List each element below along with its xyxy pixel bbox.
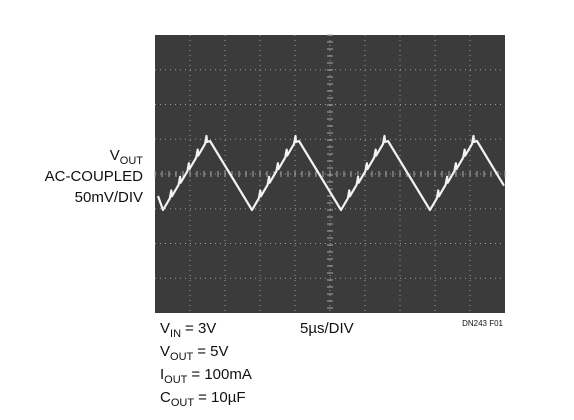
- horizontal-scale: 5µs/DIV: [300, 320, 354, 337]
- condition-subscript: OUT: [171, 397, 195, 409]
- condition-value: = 100mA: [191, 366, 251, 383]
- y-label-symbol: V: [110, 147, 120, 164]
- condition-symbol: I: [160, 366, 164, 383]
- condition-value: = 10µF: [198, 389, 245, 406]
- condition-subscript: OUT: [164, 374, 188, 386]
- condition: IOUT = 100mA: [160, 366, 252, 386]
- condition: VOUT = 5V: [160, 343, 229, 363]
- condition: VIN = 3V: [160, 320, 216, 340]
- waveform-trace: [156, 134, 505, 212]
- coupling-label: AC-COUPLED: [45, 168, 144, 185]
- condition-value: = 5V: [197, 343, 228, 360]
- condition-subscript: IN: [170, 328, 181, 340]
- vertical-scale: 50mV/DIV: [75, 189, 143, 206]
- condition-value: = 3V: [185, 320, 216, 337]
- condition: COUT = 10µF: [160, 389, 246, 409]
- condition-symbol: C: [160, 389, 171, 406]
- condition-subscript: OUT: [170, 351, 194, 363]
- y-label: VOUT: [110, 147, 144, 167]
- figure-id: DN243 F01: [462, 319, 503, 328]
- condition-symbol: V: [160, 320, 170, 337]
- y-label-subscript: OUT: [120, 155, 144, 167]
- condition-symbol: V: [160, 343, 170, 360]
